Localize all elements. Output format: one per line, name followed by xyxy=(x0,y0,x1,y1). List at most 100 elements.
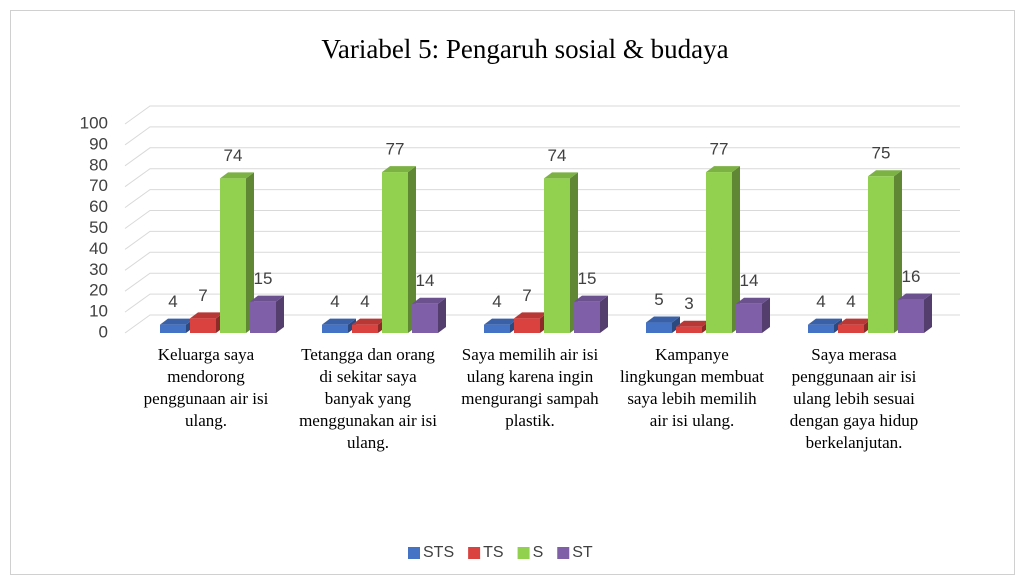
bar xyxy=(868,170,902,333)
y-tick-label: 40 xyxy=(89,239,108,258)
bar-top xyxy=(646,316,680,323)
bar-front xyxy=(736,303,762,333)
x-tick-label: Tetangga dan orang di sekitar saya banya… xyxy=(299,345,437,452)
grid-line xyxy=(124,168,960,188)
y-tick-label: 30 xyxy=(89,260,108,279)
legend-swatch xyxy=(557,547,570,559)
bar xyxy=(514,312,548,333)
data-label: 4 xyxy=(816,292,825,311)
bar-side xyxy=(246,172,254,333)
bar-side xyxy=(762,297,770,333)
grid-line xyxy=(124,314,960,334)
bar-side xyxy=(438,297,446,333)
bar-front xyxy=(484,324,510,333)
chart-title: Variabel 5: Pengaruh sosial & budaya xyxy=(321,34,728,64)
bar-top xyxy=(736,297,770,304)
legend-swatch xyxy=(468,547,481,559)
data-label: 16 xyxy=(902,267,921,286)
bar-top xyxy=(574,295,608,302)
bar-top xyxy=(412,297,446,304)
bar-top xyxy=(220,172,254,179)
bar-top xyxy=(160,318,194,325)
bar-side xyxy=(276,295,284,333)
bar xyxy=(706,166,740,333)
y-tick-label: 70 xyxy=(89,176,108,195)
bar xyxy=(220,172,254,333)
grid-line xyxy=(124,126,960,146)
bar-front xyxy=(646,322,672,333)
grid-line xyxy=(124,147,960,167)
bar-front xyxy=(574,301,600,333)
bar-front xyxy=(514,318,540,333)
legend-swatch xyxy=(408,547,420,559)
bar xyxy=(412,297,446,333)
y-tick-label: 50 xyxy=(89,218,108,237)
grid-line xyxy=(124,189,960,209)
bar-top xyxy=(484,318,518,325)
bar xyxy=(250,295,284,333)
y-tick-label: 10 xyxy=(89,302,108,321)
data-label: 7 xyxy=(198,286,207,305)
bar xyxy=(190,312,224,333)
data-label: 14 xyxy=(416,271,435,290)
bar-side xyxy=(924,293,932,333)
data-label: 5 xyxy=(654,290,663,309)
x-tick-label: Saya memilih air isi ulang karena ingin … xyxy=(461,345,599,430)
bar-top xyxy=(322,318,356,325)
bar-side xyxy=(600,295,608,333)
x-tick-label-box: Tetangga dan orang di sekitar saya banya… xyxy=(299,345,437,452)
x-tick-label-box: Kampanye lingkungan membuat saya lebih m… xyxy=(620,345,764,430)
x-tick-label-box: Saya memilih air isi ulang karena ingin … xyxy=(461,345,599,430)
bar-front xyxy=(220,178,246,333)
bar-top xyxy=(190,312,224,319)
grid-line xyxy=(124,272,960,292)
bar-front xyxy=(412,303,438,333)
bar-top xyxy=(382,166,416,173)
x-tick-label-box: Saya merasa penggunaan air isi ulang leb… xyxy=(789,345,919,452)
bar-front xyxy=(160,324,186,333)
data-label: 77 xyxy=(386,140,405,159)
bar-front xyxy=(352,324,378,333)
x-tick-label-box: Keluarga saya mendorong penggunaan air i… xyxy=(143,345,269,430)
bar xyxy=(898,293,932,333)
bar-front xyxy=(838,324,864,333)
bar-front xyxy=(868,176,894,333)
bar-side xyxy=(732,166,740,333)
bar-front xyxy=(382,172,408,333)
bar-top xyxy=(352,318,386,325)
bar xyxy=(646,316,680,333)
bar-top xyxy=(808,318,842,325)
bar-top xyxy=(706,166,740,173)
data-label: 15 xyxy=(578,269,597,288)
legend-label: TS xyxy=(483,544,503,561)
data-label: 75 xyxy=(872,144,891,163)
grid-line xyxy=(124,105,960,125)
x-tick-label: Saya merasa penggunaan air isi ulang leb… xyxy=(789,345,919,452)
data-label: 4 xyxy=(492,292,501,311)
grid-line xyxy=(124,210,960,229)
bar-top xyxy=(898,293,932,300)
bar xyxy=(544,172,578,333)
chart-border xyxy=(10,10,1015,575)
bar-front xyxy=(250,301,276,333)
data-label: 7 xyxy=(522,286,531,305)
bar-side xyxy=(570,172,578,333)
legend-label: S xyxy=(533,544,544,561)
bar-front xyxy=(808,324,834,333)
bar xyxy=(382,166,416,333)
data-label: 4 xyxy=(846,292,855,311)
y-tick-label: 80 xyxy=(89,155,108,174)
bar-top xyxy=(868,170,902,177)
data-label: 74 xyxy=(548,146,567,165)
x-tick-label: Keluarga saya mendorong penggunaan air i… xyxy=(143,345,269,430)
y-tick-label: 100 xyxy=(80,113,108,132)
y-tick-label: 0 xyxy=(99,322,108,341)
y-tick-label: 90 xyxy=(89,134,108,153)
bar-side xyxy=(408,166,416,333)
data-label: 77 xyxy=(710,140,729,159)
bar-top xyxy=(676,320,710,327)
bar-front xyxy=(544,178,570,333)
y-tick-label: 20 xyxy=(89,281,108,300)
legend-swatch xyxy=(517,547,530,559)
